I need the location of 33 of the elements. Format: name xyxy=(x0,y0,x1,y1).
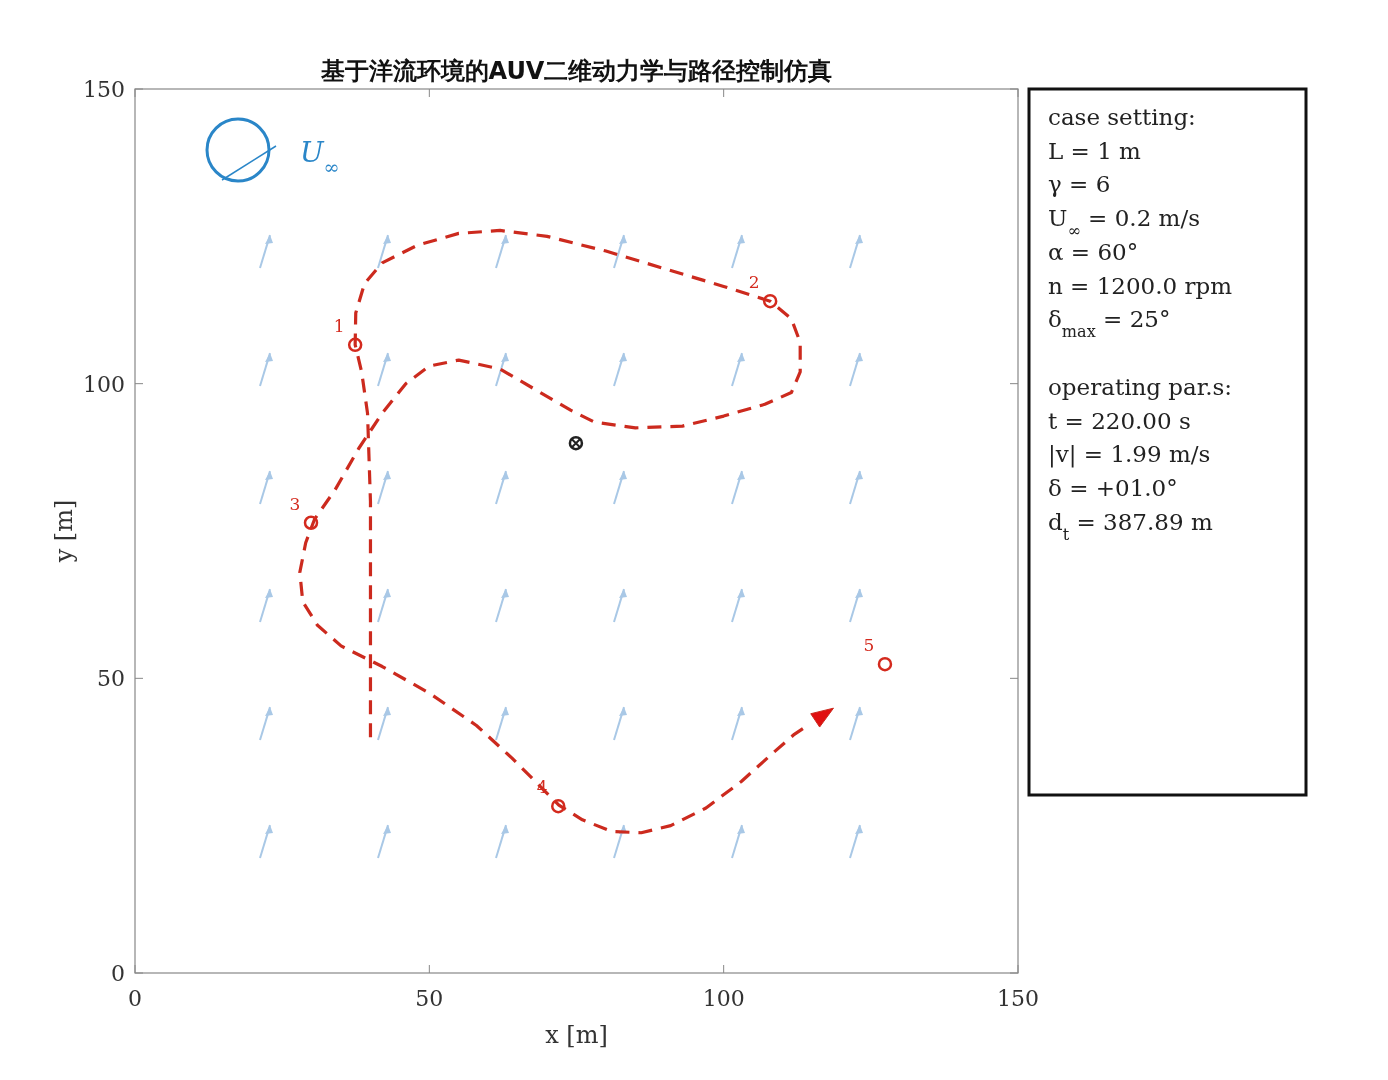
point xyxy=(347,337,363,353)
y-tick-label: 0 xyxy=(111,961,125,986)
annotation: 2 xyxy=(748,272,760,293)
text: case setting: xyxy=(1048,104,1196,130)
point xyxy=(303,515,319,530)
text: δ$_{max}$ = 25° xyxy=(1048,306,1171,341)
x-tick-label: 100 xyxy=(702,986,745,1011)
text: γ = 6 xyxy=(1048,171,1111,198)
text: δ = +01.0° xyxy=(1048,475,1178,501)
x-axis-title: x [m] xyxy=(545,1021,608,1049)
annotation: 1 xyxy=(333,315,345,336)
y-tick-label: 50 xyxy=(97,666,125,692)
annotation: 3 xyxy=(289,493,301,514)
y-tick-label: 100 xyxy=(83,371,125,397)
text: t = 220.00 s xyxy=(1048,407,1191,434)
text: |v| = 1.99 m/s xyxy=(1048,441,1211,469)
x-tick-label: 0 xyxy=(128,986,142,1011)
y-axis-title: y [m] xyxy=(50,499,78,564)
annotation: U$_{∞}$ xyxy=(300,136,340,179)
text: operating par.s: xyxy=(1048,373,1233,400)
text: n = 1200.0 rpm xyxy=(1048,272,1233,299)
point xyxy=(877,656,893,672)
point xyxy=(762,293,778,309)
text: U$_{∞}$ = 0.2 m/s xyxy=(1048,205,1200,240)
annotation: 5 xyxy=(863,635,875,656)
x-tick-label: 150 xyxy=(997,986,1039,1011)
text: d$_{t}$ = 387.89 m xyxy=(1048,508,1213,544)
text: L = 1 m xyxy=(1048,137,1142,164)
x-tick-label: 50 xyxy=(415,986,444,1011)
text: α = 60° xyxy=(1048,238,1139,265)
y-tick-label: 150 xyxy=(83,77,125,102)
chart-title: 基于洋流环境的AUV二维动力学与路径控制仿真 xyxy=(319,57,833,85)
point xyxy=(551,798,566,814)
